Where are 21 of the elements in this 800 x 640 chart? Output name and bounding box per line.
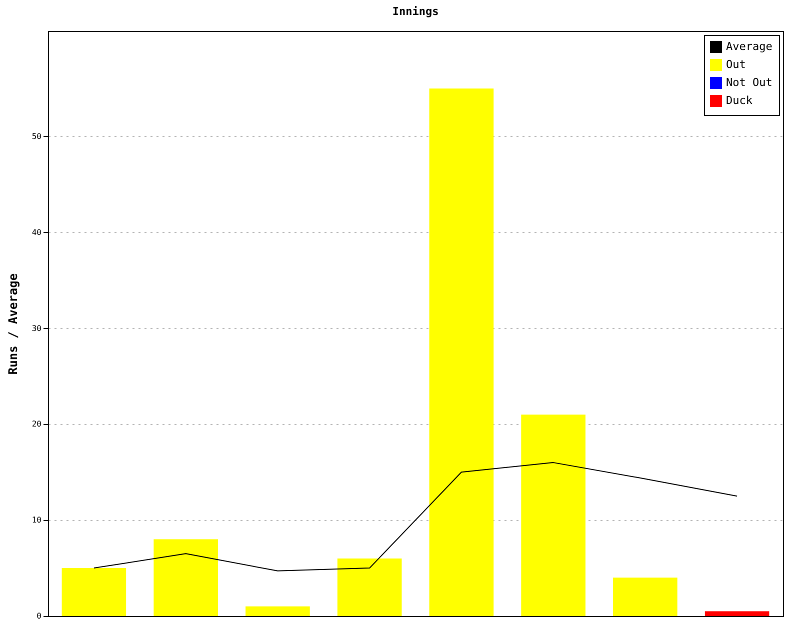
y-tick-label: 50 [32,132,42,141]
legend-label: Duck [726,94,753,107]
y-tick-label: 20 [32,420,42,429]
bar [613,578,678,616]
legend-label: Not Out [726,76,772,89]
bar [521,414,586,616]
y-tick-label: 0 [36,612,42,620]
bar [704,611,770,616]
y-tick-label: 10 [32,516,42,525]
line-series [93,462,738,572]
chart-title: Innings [392,5,439,18]
y-tick-label: 30 [32,324,42,333]
y-tick-label: 40 [32,228,42,237]
bar [154,539,218,616]
bar [429,88,494,616]
legend-label: Out [726,58,746,71]
legend-label: Average [726,40,772,53]
bar [62,568,126,616]
bar [246,606,310,616]
bar [337,558,402,616]
y-axis-title: Runs / Average [6,273,20,375]
